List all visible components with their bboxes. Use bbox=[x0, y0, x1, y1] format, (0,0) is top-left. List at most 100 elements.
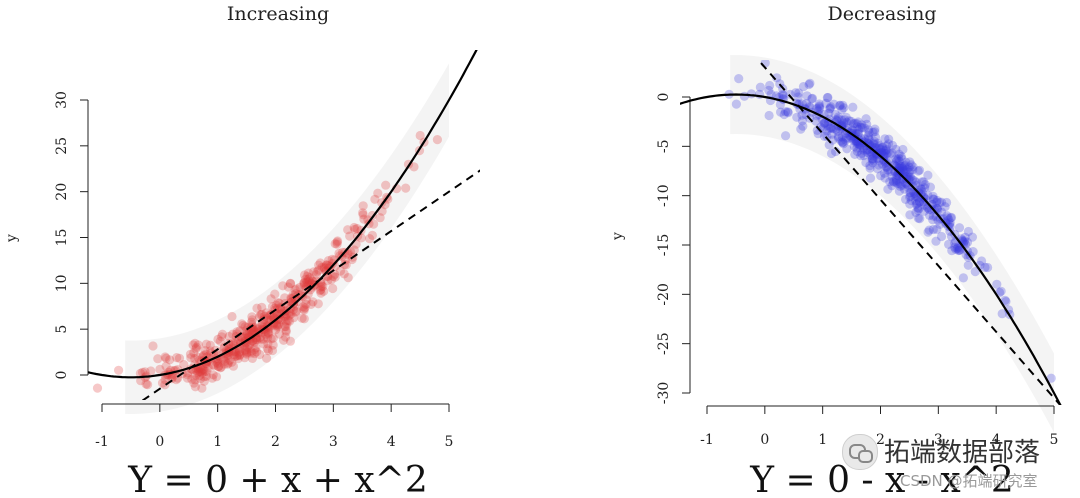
data-point bbox=[261, 308, 272, 318]
data-point bbox=[136, 376, 146, 386]
data-point bbox=[780, 107, 791, 117]
data-point bbox=[927, 205, 937, 215]
data-point bbox=[190, 382, 200, 392]
data-point bbox=[263, 346, 274, 356]
data-point bbox=[187, 374, 197, 384]
data-point bbox=[241, 346, 251, 356]
data-point bbox=[920, 183, 930, 193]
data-point bbox=[950, 242, 960, 252]
data-point bbox=[223, 358, 233, 368]
data-point bbox=[877, 159, 888, 169]
data-point bbox=[890, 166, 900, 176]
data-point bbox=[852, 138, 862, 148]
data-point bbox=[899, 161, 910, 171]
data-point bbox=[850, 129, 860, 139]
data-point bbox=[825, 104, 835, 114]
data-point bbox=[273, 298, 283, 308]
data-point bbox=[928, 191, 938, 201]
data-point bbox=[869, 136, 879, 146]
data-point bbox=[805, 78, 815, 88]
data-point bbox=[242, 329, 252, 339]
data-point bbox=[343, 225, 353, 235]
data-point bbox=[879, 145, 889, 155]
data-point bbox=[375, 213, 385, 223]
data-point bbox=[919, 197, 929, 207]
data-point bbox=[785, 89, 795, 99]
data-point bbox=[291, 306, 301, 316]
data-point bbox=[215, 336, 225, 346]
data-point bbox=[858, 145, 868, 155]
y-axis-label: y bbox=[610, 232, 626, 241]
data-point bbox=[848, 102, 858, 112]
data-point bbox=[307, 276, 317, 286]
data-point bbox=[883, 148, 893, 158]
data-point bbox=[868, 138, 878, 148]
data-point bbox=[57, 356, 66, 365]
data-point bbox=[280, 332, 291, 342]
data-point bbox=[902, 164, 912, 174]
data-point bbox=[343, 273, 353, 283]
data-point bbox=[200, 366, 210, 376]
data-point bbox=[911, 199, 921, 209]
data-point bbox=[217, 329, 228, 339]
data-point bbox=[215, 363, 225, 373]
data-point bbox=[193, 368, 203, 378]
data-point bbox=[844, 116, 854, 126]
confidence-band bbox=[730, 55, 1054, 433]
data-point bbox=[213, 334, 223, 344]
data-point bbox=[171, 375, 181, 385]
data-point bbox=[943, 213, 953, 223]
data-point bbox=[273, 321, 283, 331]
data-point bbox=[906, 196, 917, 206]
data-point bbox=[870, 124, 880, 134]
data-point bbox=[303, 274, 313, 284]
data-point bbox=[197, 365, 207, 375]
data-point bbox=[857, 120, 867, 130]
data-point bbox=[879, 156, 889, 166]
data-point bbox=[335, 266, 346, 276]
data-point bbox=[777, 90, 787, 100]
data-point bbox=[332, 239, 342, 249]
data-point bbox=[890, 167, 900, 177]
data-point bbox=[301, 295, 311, 305]
data-point bbox=[848, 119, 859, 129]
data-point bbox=[899, 184, 910, 194]
data-point bbox=[941, 217, 951, 227]
data-point bbox=[197, 383, 207, 393]
data-point bbox=[174, 353, 185, 363]
data-point bbox=[285, 278, 296, 288]
data-point bbox=[909, 176, 920, 186]
data-point bbox=[252, 347, 262, 357]
data-point bbox=[852, 146, 863, 157]
data-point bbox=[311, 276, 321, 286]
data-point bbox=[783, 108, 793, 118]
data-point bbox=[923, 190, 933, 200]
data-point bbox=[878, 142, 888, 152]
data-point bbox=[283, 282, 293, 292]
data-point bbox=[960, 232, 970, 242]
data-point bbox=[892, 155, 903, 165]
data-point bbox=[905, 210, 915, 220]
data-point bbox=[977, 256, 987, 266]
data-point bbox=[243, 322, 253, 332]
data-point bbox=[238, 320, 248, 330]
data-point bbox=[211, 357, 221, 367]
data-point bbox=[928, 224, 938, 235]
data-point bbox=[814, 99, 824, 109]
data-point bbox=[883, 165, 893, 175]
data-point bbox=[326, 275, 336, 285]
data-point bbox=[936, 231, 947, 242]
data-point bbox=[894, 186, 905, 196]
data-point bbox=[409, 162, 419, 172]
data-point bbox=[248, 323, 258, 333]
data-point bbox=[303, 268, 313, 278]
data-point bbox=[864, 135, 874, 145]
data-point bbox=[879, 168, 890, 178]
data-point bbox=[954, 223, 965, 233]
y-tick-label: -10 bbox=[656, 184, 672, 207]
data-point bbox=[301, 282, 311, 292]
data-point bbox=[256, 334, 266, 344]
data-point bbox=[291, 307, 301, 317]
data-point bbox=[252, 303, 262, 313]
data-point bbox=[887, 140, 898, 150]
